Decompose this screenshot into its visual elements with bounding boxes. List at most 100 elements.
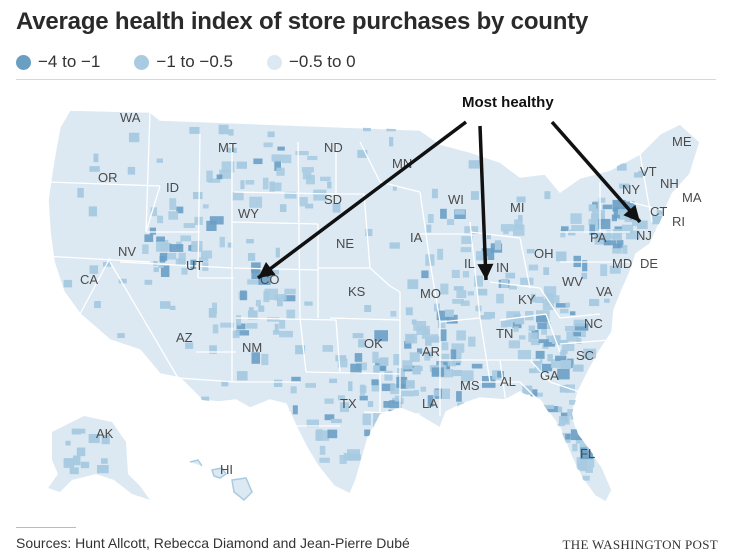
county-cell — [558, 339, 569, 346]
county-cell — [390, 384, 401, 395]
county-cell — [329, 378, 338, 384]
county-cell — [324, 398, 334, 404]
county-cell — [562, 144, 570, 153]
county-cell — [552, 335, 561, 344]
county-cell — [236, 161, 247, 169]
county-cell — [421, 270, 429, 279]
county-cell — [476, 251, 485, 260]
county-cell — [235, 330, 250, 336]
county-cell — [201, 250, 212, 259]
county-cell — [216, 174, 223, 180]
county-cell — [602, 204, 613, 210]
county-cell — [570, 429, 585, 441]
county-cell — [528, 325, 536, 332]
arrowhead-co — [258, 262, 276, 278]
county-cell — [604, 235, 611, 246]
county-cell — [94, 302, 100, 307]
county-cell — [101, 458, 108, 464]
county-cell — [397, 368, 405, 380]
county-cell — [565, 302, 570, 308]
county-cell — [142, 244, 149, 254]
county-cell — [249, 196, 263, 208]
county-cell — [286, 309, 296, 319]
county-cell — [258, 273, 271, 285]
county-cell — [131, 377, 142, 387]
state-label-al: AL — [500, 374, 516, 389]
state-label-ok: OK — [364, 336, 383, 351]
state-label-de: DE — [640, 256, 658, 271]
county-cell — [518, 215, 523, 222]
county-cell — [397, 436, 403, 444]
county-cell — [604, 298, 610, 303]
county-cell — [496, 410, 505, 415]
county-cell — [201, 396, 210, 402]
county-cell — [274, 160, 281, 171]
county-cell — [442, 388, 450, 399]
county-cell — [503, 229, 509, 235]
county-cell — [477, 288, 488, 296]
county-cell — [193, 192, 203, 200]
county-cell — [160, 301, 171, 309]
county-cell — [206, 220, 217, 231]
county-cell — [572, 443, 578, 452]
county-cell — [564, 481, 572, 488]
county-cell — [481, 248, 495, 260]
county-cell — [401, 390, 415, 397]
county-cell — [283, 295, 296, 302]
county-cell — [444, 309, 454, 317]
county-cell — [544, 191, 551, 200]
county-cell — [414, 390, 419, 396]
county-cell — [561, 343, 575, 352]
county-cell — [305, 203, 314, 209]
state-label-tx: TX — [340, 396, 357, 411]
annotation-arrows — [256, 120, 642, 281]
county-cell — [633, 172, 643, 178]
county-cell — [150, 207, 158, 217]
county-cell — [352, 333, 364, 339]
county-cell — [324, 414, 335, 421]
county-cell — [390, 310, 397, 317]
county-cell — [552, 430, 560, 438]
county-cell — [117, 333, 125, 338]
county-cell — [505, 272, 516, 279]
county-cell — [320, 176, 331, 182]
alaska-shading — [63, 428, 110, 475]
county-cell — [560, 229, 566, 238]
county-cell — [632, 217, 641, 227]
county-cell — [529, 368, 536, 374]
arrow-to-co — [256, 120, 468, 280]
county-cell — [467, 291, 474, 296]
county-cell — [656, 209, 663, 215]
county-cell — [688, 238, 699, 247]
county-cell — [481, 421, 489, 434]
chart-title: Average health index of store purchases … — [16, 8, 589, 35]
county-cell — [508, 340, 520, 349]
county-cell — [169, 305, 176, 310]
state-label-nj: NJ — [636, 228, 652, 243]
county-cell — [373, 365, 380, 373]
arrowhead-nj — [623, 204, 640, 222]
county-cell — [209, 216, 224, 225]
county-cell — [290, 386, 297, 394]
county-cell — [610, 441, 618, 451]
county-cell — [545, 322, 551, 329]
county-cell — [440, 329, 447, 342]
county-cell — [543, 267, 550, 275]
county-cell — [441, 342, 449, 351]
county-cell — [327, 429, 338, 439]
county-cell — [381, 383, 395, 392]
state-label-sc: SC — [576, 348, 594, 363]
county-cell — [88, 206, 97, 217]
legend-swatch-mid — [134, 54, 150, 70]
county-cell — [305, 174, 315, 185]
county-cell — [456, 330, 466, 341]
county-cell — [319, 457, 330, 463]
county-cell — [451, 343, 465, 353]
county-cell — [279, 204, 287, 212]
county-cell — [530, 293, 536, 303]
county-cell — [652, 215, 663, 225]
county-cell — [416, 325, 430, 335]
county-cell — [492, 370, 501, 380]
county-cell — [622, 245, 628, 254]
county-cell — [394, 395, 402, 402]
